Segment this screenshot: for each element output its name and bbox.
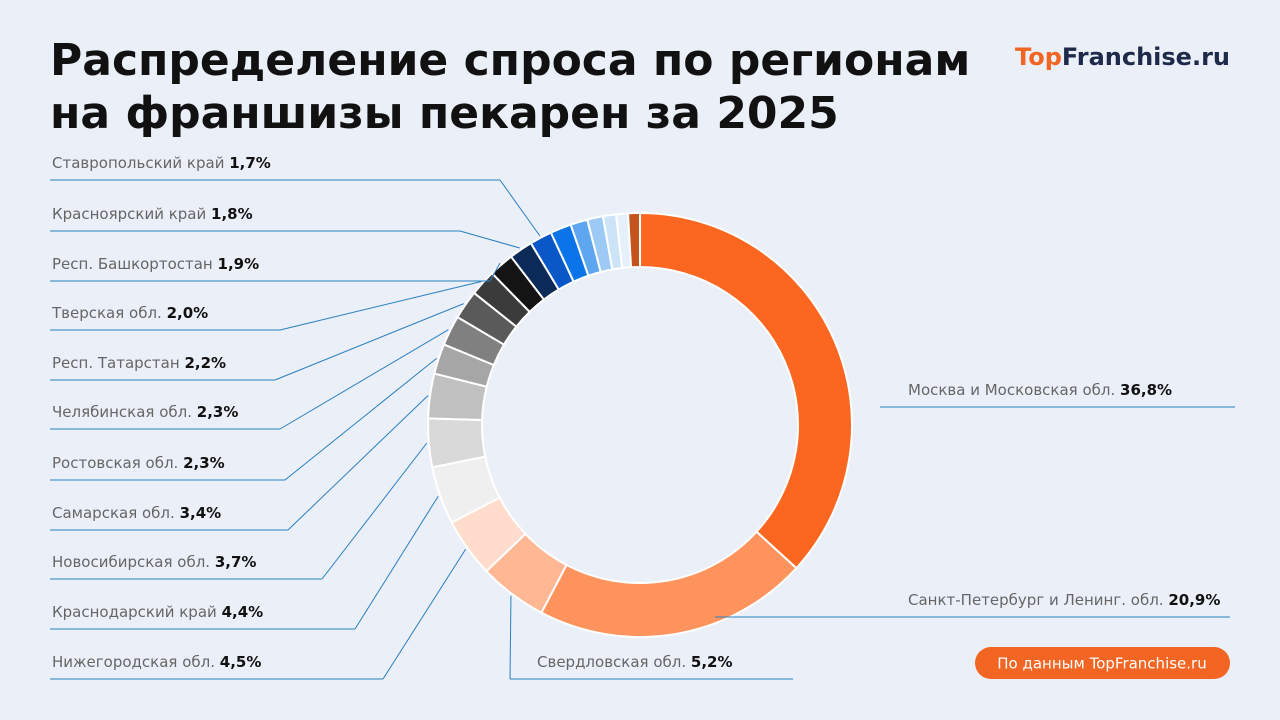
leader-line [321,442,428,580]
value-label: 3,7% [215,553,257,571]
category-label: Самарская обл. [52,504,175,522]
data-label: Самарская обл. 3,4% [52,504,221,522]
leader-line [274,303,464,381]
category-label: Москва и Московская обл. [908,381,1115,399]
leader-line [287,395,429,531]
value-label: 2,3% [183,454,225,472]
logo-part: Top [1015,43,1062,71]
value-label: 4,5% [220,653,262,671]
leader-line [489,262,501,282]
leader-line [499,179,541,237]
title-line: на франшизы пекарен за 2025 [50,88,839,139]
leader-line [382,548,467,680]
logo-part: Franchise [1062,43,1192,71]
leader-line [284,357,437,481]
data-label: Санкт-Петербург и Ленинг. обл. 20,9% [908,591,1220,609]
logo: TopFranchise.ru [1015,43,1230,71]
donut-segment [540,530,798,638]
category-label: Красноярский край [52,205,206,223]
donut-segment [626,211,641,269]
data-label: Тверская обл. 2,0% [51,304,208,322]
category-label: Нижегородская обл. [52,653,215,671]
leader-line [279,280,482,331]
source-badge [975,647,1230,679]
value-label: 1,8% [211,205,253,223]
data-label: Ростовская обл. 2,3% [52,454,225,472]
category-label: Ставропольский край [52,154,224,172]
value-label: 3,4% [180,504,222,522]
value-label: 1,7% [229,154,271,172]
category-label: Санкт-Петербург и Ленинг. обл. [908,591,1164,609]
leader-line [459,230,520,249]
leader-line [354,495,439,630]
value-label: 2,3% [197,403,239,421]
category-label: Челябинская обл. [52,403,192,421]
data-label: Респ. Башкортостан 1,9% [52,255,259,273]
value-label: 36,8% [1120,381,1172,399]
leader-line [509,595,512,680]
category-label: Новосибирская обл. [52,553,210,571]
value-label: 20,9% [1168,591,1220,609]
data-label: Респ. Татарстан 2,2% [52,354,226,372]
logo-part: .ru [1192,43,1230,71]
leader-line [279,329,449,430]
data-label: Красноярский край 1,8% [52,205,253,223]
category-label: Свердловская обл. [537,653,686,671]
data-label: Ставропольский край 1,7% [52,154,271,172]
value-label: 1,9% [218,255,260,273]
data-label: Новосибирская обл. 3,7% [52,553,256,571]
value-label: 2,0% [167,304,209,322]
data-label: Москва и Московская обл. 36,8% [908,381,1172,399]
data-label: Свердловская обл. 5,2% [537,653,733,671]
title-line: Распределение спроса по регионам [50,35,970,86]
category-label: Респ. Татарстан [52,354,180,372]
data-label: Краснодарский край 4,4% [52,603,263,621]
value-label: 5,2% [691,653,733,671]
data-label: Челябинская обл. 2,3% [52,403,238,421]
data-label: Нижегородская обл. 4,5% [52,653,261,671]
category-label: Краснодарский край [52,603,217,621]
category-label: Респ. Башкортостан [52,255,213,273]
value-label: 4,4% [222,603,264,621]
source: По данным TopFranchise.ru [997,655,1206,673]
donut-segment [639,211,853,570]
category-label: Тверская обл. [51,304,162,322]
value-label: 2,2% [184,354,226,372]
category-label: Ростовская обл. [52,454,178,472]
